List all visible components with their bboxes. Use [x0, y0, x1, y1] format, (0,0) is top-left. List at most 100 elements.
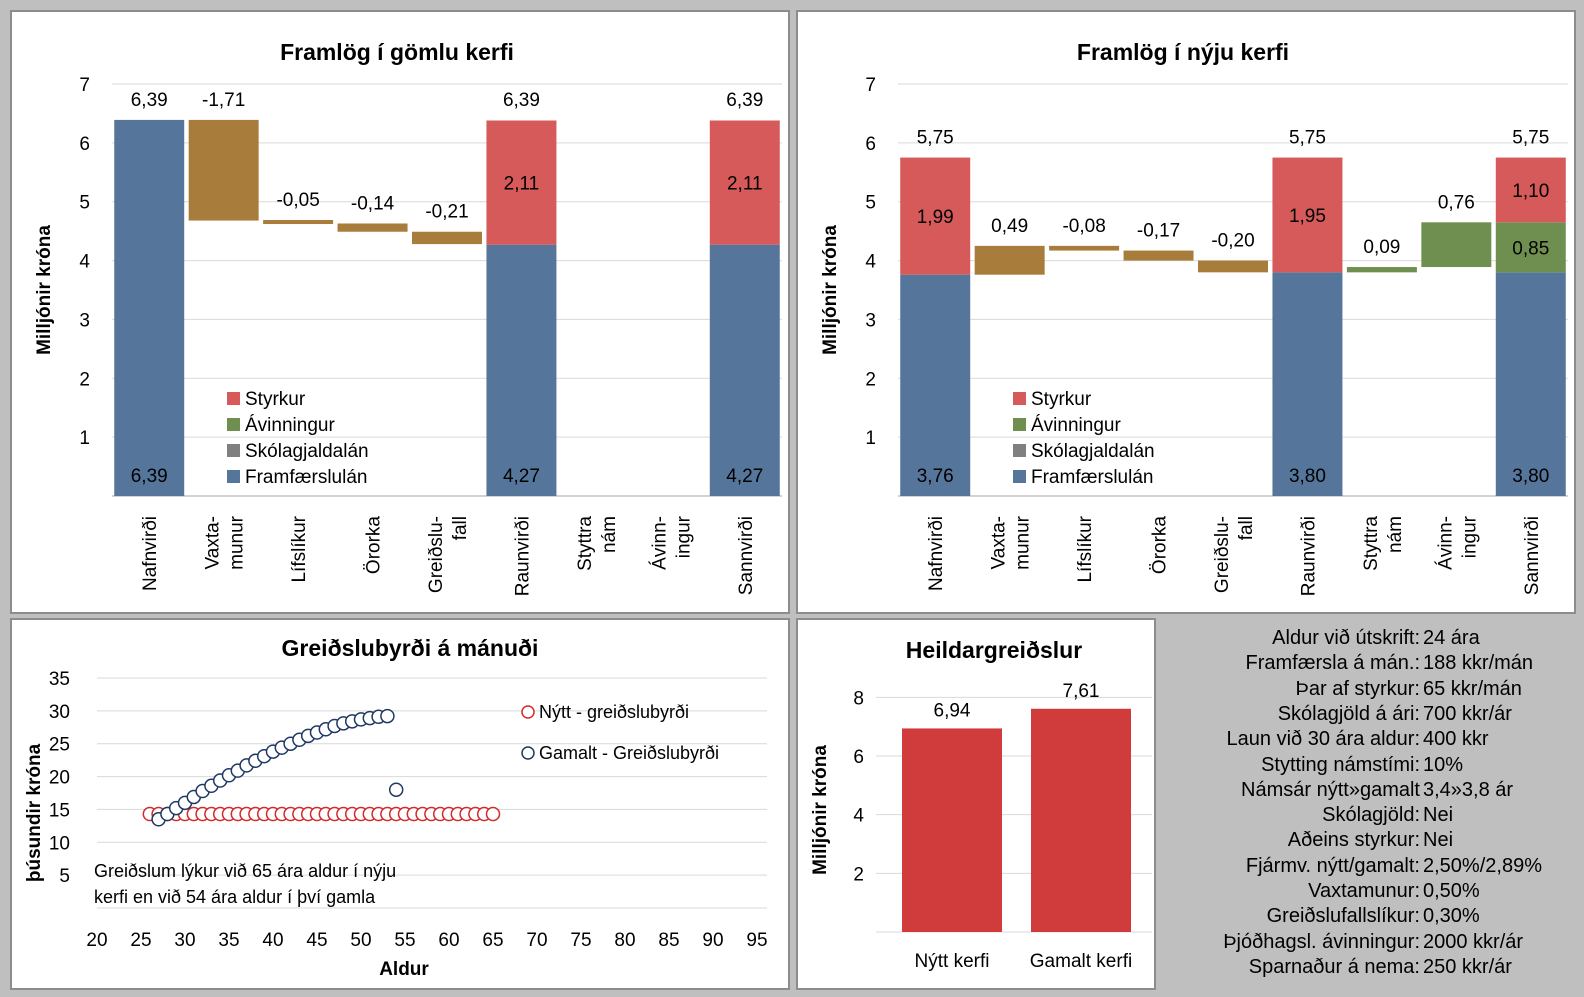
y-tick-label: 4 [865, 252, 876, 273]
x-category-label: Sannvirði [736, 516, 757, 595]
x-category-label: ingur [1459, 515, 1480, 558]
x-tick-label: 85 [658, 930, 679, 951]
bar-styrkur-label: 2,11 [727, 174, 763, 195]
bar-avinningur [1495, 222, 1566, 273]
assumption-row: Aldur við útskrift: 24 ára [1160, 626, 1580, 651]
y-axis-label: Milljónir króna [810, 745, 831, 875]
assumption-row: Framfærsla á mán.: 188 kkr/mán [1160, 651, 1580, 676]
y-axis-label: Milljónir króna [34, 225, 55, 355]
x-category-label: Greiðslu- [426, 516, 447, 593]
x-category-label: Greiðslu- [1212, 516, 1233, 593]
bar-change-label: -0,05 [276, 190, 319, 211]
bar-change [1421, 222, 1492, 268]
x-category-label: Nafnvirði [140, 516, 161, 591]
y-tick-label: 6 [853, 747, 864, 768]
new-system-chart: Framlög í nýju kerfi Milljónir króna 1 2 3 4 5… [796, 10, 1576, 614]
bar-change-label: 0,76 [1438, 192, 1475, 213]
legend-label: Gamalt - Greiðslubyrði [539, 743, 719, 763]
bar-change [974, 245, 1045, 275]
bar-change-label: 0,09 [1363, 237, 1400, 258]
payment-burden-chart-svg: Greiðslubyrði á mánuði þúsundir króna Aldu… [24, 635, 768, 980]
bar-change-label: -1,71 [202, 90, 245, 111]
x-tick-label: 95 [746, 930, 767, 951]
y-tick-label: 4 [853, 806, 864, 827]
assumption-label: Framfærsla á mán.: [1245, 652, 1420, 675]
bar-styrkur-label: 1,10 [1512, 181, 1549, 202]
x-category-label: Ávinn- [649, 516, 670, 570]
y-tick-label: 5 [865, 193, 876, 214]
assumption-row: Þar af styrkur: 65 kkr/mán [1160, 677, 1580, 702]
bar-styrkur [1495, 157, 1566, 223]
bar-change [188, 119, 259, 221]
bar-change-label: -0,20 [1211, 231, 1254, 252]
assumptions-panel: Aldur við útskrift: 24 ára Framfærsla á má… [1160, 622, 1580, 988]
x-category-label: Nafnvirði [926, 516, 947, 591]
x-category-label: munur [1013, 515, 1034, 570]
x-category-label: munur [227, 515, 248, 570]
y-tick-label: 6 [865, 134, 876, 155]
legend-label: Nýtt - greiðslubyrði [539, 702, 689, 722]
bar-framfaerslulan-label: 6,39 [131, 466, 168, 487]
bar-framfaerslulan [1495, 272, 1566, 496]
assumption-row: Sparnaður á nema: 250 kkr/ár [1160, 955, 1580, 980]
total-payments-chart-svg: Heildargreiðslur Milljónir króna 2 4 6 8 6,94 N… [810, 637, 1152, 972]
bar-framfaerslulan-label: 3,80 [1512, 466, 1549, 487]
bar-framfaerslulan [486, 244, 557, 496]
x-tick-label: 40 [262, 930, 283, 951]
assumption-value: 0,30% [1423, 905, 1480, 928]
y-tick-label: 15 [49, 800, 70, 821]
x-tick-label: 20 [86, 930, 107, 951]
assumption-value: 65 kkr/mán [1423, 677, 1522, 700]
legend-label: Ávinningur [1031, 415, 1121, 436]
total-bar [1031, 708, 1131, 932]
assumption-label: Skólagjöld: [1322, 804, 1420, 827]
x-category-label: Örorka [364, 516, 385, 575]
y-tick-label: 2 [853, 864, 864, 885]
old-system-chart: Framlög í gömlu kerfi Milljónir króna 1 2 3 4… [10, 10, 790, 614]
x-category-label: Styttra [1361, 516, 1382, 571]
bar-framfaerslulan-label: 3,76 [917, 466, 954, 487]
assumption-label: Þjóðhagsl. ávinningur: [1223, 930, 1420, 953]
assumption-label: Þar af styrkur: [1295, 677, 1420, 700]
total-payments-chart: Heildargreiðslur Milljónir króna 2 4 6 8 6,94 N… [796, 618, 1156, 990]
bar-framfaerslulan-label: 3,80 [1289, 466, 1326, 487]
bar-change [1049, 245, 1120, 251]
legend-label: Skólagjaldalán [1031, 441, 1155, 462]
chart-title: Framlög í gömlu kerfi [280, 39, 514, 65]
x-category-label: Vaxta- [989, 516, 1010, 570]
x-tick-label: 45 [306, 930, 327, 951]
x-tick-label: 90 [702, 930, 723, 951]
legend-marker [521, 705, 535, 719]
assumption-value: 188 kkr/mán [1423, 652, 1534, 675]
gamalt-point [380, 708, 395, 724]
x-tick-label: 30 [174, 930, 195, 951]
x-tick-label: 25 [130, 930, 151, 951]
legend-marker [521, 746, 535, 760]
assumption-label: Vaxtamunur: [1308, 880, 1420, 902]
payment-burden-chart: Greiðslubyrði á mánuði þúsundir króna Aldu… [10, 618, 790, 990]
assumption-value: 24 ára [1423, 627, 1480, 649]
y-tick-label: 25 [49, 735, 70, 756]
assumption-row: Aðeins styrkur: Nei [1160, 828, 1580, 853]
x-tick-label: 55 [394, 930, 415, 951]
bar-change-label: 0,49 [991, 216, 1028, 237]
bar-total-label: 5,75 [1289, 128, 1326, 149]
legend-swatch [1013, 470, 1026, 483]
x-category-label: Lífslíkur [1075, 515, 1096, 582]
new-system-chart-svg: Framlög í nýju kerfi Milljónir króna 1 2 3 4 5… [820, 39, 1568, 596]
x-category-label: Lífslíkur [289, 515, 310, 582]
assumption-row: Fjármv. nýtt/gamalt: 2,50%/2,89% [1160, 854, 1580, 879]
assumption-label: Sparnaður á nema: [1248, 955, 1420, 978]
x-category-label: nám [1385, 516, 1406, 553]
nytt-point [485, 806, 501, 822]
bar-total-label: 6,39 [503, 90, 540, 111]
legend-label: Framfærslulán [245, 467, 367, 488]
bar-styrkur [709, 120, 780, 245]
y-tick-label: 1 [865, 428, 876, 449]
assumption-row: Stytting námstími: 10% [1160, 753, 1580, 778]
total-bar-label: 7,61 [1063, 681, 1100, 702]
assumption-row: Þjóðhagsl. ávinningur: 2000 kkr/ár [1160, 930, 1580, 955]
assumption-value: 10% [1423, 753, 1464, 776]
bar-framfaerslulan [1272, 272, 1343, 496]
bar-change [263, 220, 334, 225]
